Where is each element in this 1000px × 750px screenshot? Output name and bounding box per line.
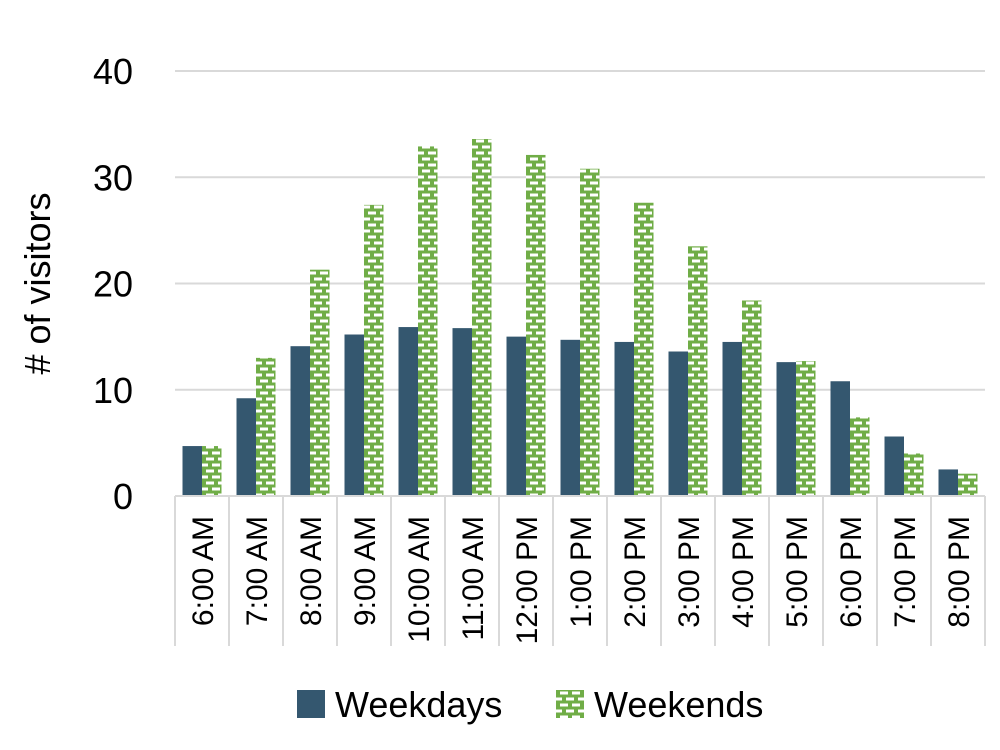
bar-weekends-8 [634, 202, 654, 496]
x-tick-label: 12:00 PM [511, 516, 544, 644]
bar-weekends-12 [850, 417, 870, 496]
bars [182, 139, 978, 496]
y-tick-label: 40 [93, 51, 133, 92]
x-tick-label: 6:00 PM [835, 516, 868, 628]
x-tick-label: 8:00 AM [295, 516, 328, 626]
bar-weekdays-14 [938, 469, 958, 496]
bar-weekdays-9 [668, 351, 688, 496]
bar-weekdays-2 [290, 346, 310, 496]
bar-weekends-5 [472, 139, 492, 496]
x-tick-label: 11:00 AM [457, 516, 490, 641]
bar-weekends-0 [202, 446, 222, 496]
bar-weekdays-4 [398, 327, 418, 496]
x-tick-label: 6:00 AM [187, 516, 220, 626]
y-tick-label: 10 [93, 370, 133, 411]
bar-weekends-3 [364, 204, 384, 496]
x-tick-label: 8:00 PM [943, 516, 976, 628]
y-axis-title: # of visitors [17, 192, 58, 374]
bar-weekends-14 [958, 473, 978, 496]
bar-weekdays-11 [776, 362, 796, 496]
bar-weekends-10 [742, 300, 762, 496]
legend: Weekdays Weekends [297, 684, 763, 725]
x-tick-label: 5:00 PM [781, 516, 814, 628]
bar-weekends-6 [526, 154, 546, 496]
bar-weekends-9 [688, 246, 708, 496]
bar-weekends-11 [796, 361, 816, 496]
bar-weekdays-12 [830, 381, 850, 496]
bar-weekdays-10 [722, 341, 742, 496]
x-tick-label: 7:00 AM [241, 516, 274, 626]
legend-swatch-weekdays [297, 690, 325, 718]
legend-swatch-weekends [556, 690, 584, 718]
x-tick-label: 7:00 PM [889, 516, 922, 628]
bar-weekends-4 [418, 146, 438, 496]
bar-weekends-13 [904, 453, 924, 496]
y-tick-label: 30 [93, 157, 133, 198]
x-tick-label: 9:00 AM [349, 516, 382, 626]
bar-weekdays-3 [344, 334, 364, 496]
x-tick-label: 2:00 PM [619, 516, 652, 628]
bar-weekdays-13 [884, 436, 904, 496]
bar-weekdays-5 [452, 328, 472, 496]
y-axis-ticks: 0 10 20 30 40 [93, 51, 133, 517]
x-tick-label: 10:00 AM [403, 516, 436, 643]
bar-weekdays-7 [560, 339, 580, 496]
y-tick-label: 0 [113, 476, 133, 517]
legend-label-weekdays: Weekdays [335, 684, 502, 725]
x-axis-ticks: 6:00 AM 7:00 AM 8:00 AM 9:00 AM 10:00 AM 11:0… [187, 516, 976, 644]
bar-weekdays-8 [614, 341, 634, 496]
x-tick-label: 3:00 PM [673, 516, 706, 628]
bar-weekends-2 [310, 269, 330, 496]
bar-weekends-1 [256, 357, 276, 496]
bar-weekdays-6 [506, 336, 526, 496]
y-tick-label: 20 [93, 264, 133, 305]
x-tick-label: 1:00 PM [565, 516, 598, 628]
x-axis [174, 495, 986, 646]
bar-weekends-7 [580, 168, 600, 496]
legend-label-weekends: Weekends [594, 684, 763, 725]
bar-weekdays-0 [182, 446, 202, 496]
bar-weekdays-1 [236, 398, 256, 496]
x-tick-label: 4:00 PM [727, 516, 760, 628]
